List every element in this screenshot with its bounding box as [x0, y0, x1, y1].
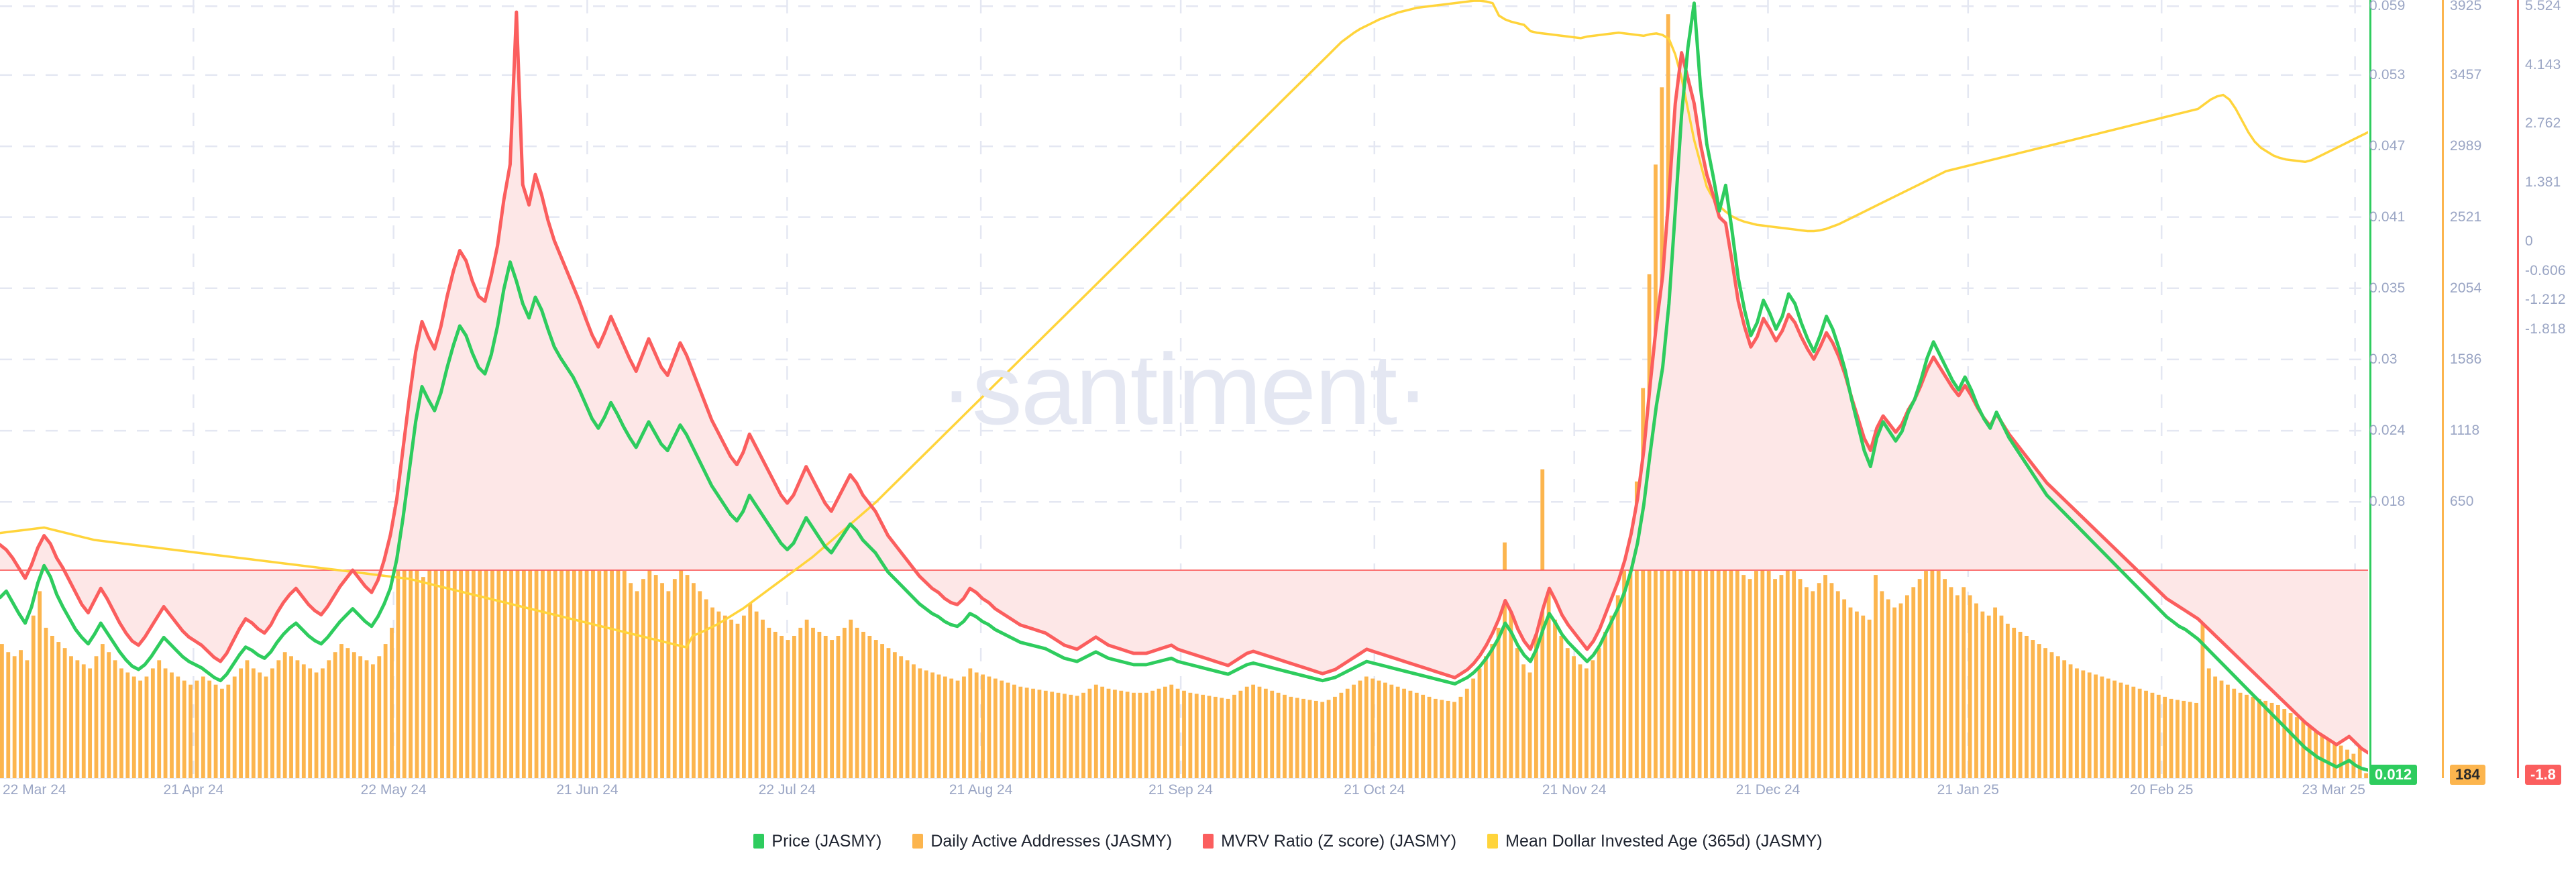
- mean-dollar-age-line: [0, 0, 2368, 649]
- legend-item[interactable]: Mean Dollar Invested Age (365d) (JASMY): [1487, 831, 1823, 851]
- price-axis-tick: 0.035: [2369, 280, 2406, 296]
- active-addresses-axis-line: [2442, 0, 2444, 778]
- price-axis-line: [2369, 0, 2371, 778]
- mvrv-area-fill: [0, 12, 2368, 753]
- active-addresses-axis-tick: 3925: [2450, 0, 2482, 14]
- x-axis-tick: 21 Jan 25: [1937, 782, 1999, 798]
- x-axis-tick: 23 Mar 25: [2302, 782, 2365, 798]
- price-axis-tick: 0.03: [2369, 351, 2398, 367]
- x-axis-tick: 21 Nov 24: [1542, 782, 1607, 798]
- price-axis[interactable]: 0.059 0.053 0.047 0.041 0.035 0.03 0.024 0.018 …: [2369, 0, 2424, 785]
- legend-item[interactable]: Price (JASMY): [753, 832, 881, 851]
- active-addresses-axis-tick: 650: [2450, 494, 2474, 510]
- active-addresses-axis-tick: 3457: [2450, 66, 2482, 83]
- legend-item-label: Mean Dollar Invested Age (365d) (JASMY): [1505, 831, 1823, 851]
- x-axis-rule: [0, 778, 2368, 779]
- mvrv-axis-line: [2517, 0, 2519, 778]
- mvrv-axis[interactable]: 5.524 4.143 2.762 1.381 0 -0.606 -1.212 -1.818 …: [2517, 0, 2576, 785]
- x-axis-tick: 21 Sep 24: [1148, 782, 1213, 798]
- x-axis-tick: 22 May 24: [360, 782, 427, 798]
- active-addresses-axis-tick: 2054: [2450, 280, 2482, 296]
- legend-item[interactable]: Daily Active Addresses (JASMY): [912, 832, 1172, 851]
- active-addresses-axis-tick: 2521: [2450, 209, 2482, 225]
- x-axis-tick: 20 Feb 25: [2129, 782, 2194, 798]
- mvrv-axis-tick: 2.762: [2525, 115, 2561, 131]
- price-axis-tick: 0.024: [2369, 423, 2406, 439]
- active-addresses-axis[interactable]: 3925 3457 2989 2521 2054 1586 1118 650 184: [2442, 0, 2500, 785]
- active-addresses-axis-tick: 1586: [2450, 351, 2482, 367]
- price-current-value-badge: 0.012: [2369, 764, 2418, 785]
- x-axis-tick: 22 Jul 24: [758, 782, 816, 798]
- price-line: [0, 1, 2368, 772]
- mvrv-axis-tick: -1.818: [2525, 321, 2566, 337]
- price-axis-tick: 0.041: [2369, 209, 2406, 225]
- price-axis-tick: 0.047: [2369, 138, 2406, 154]
- chart-plot-area[interactable]: ·santiment·: [0, 0, 2368, 778]
- legend-item-label: Price (JASMY): [771, 831, 882, 851]
- square-swatch: [753, 834, 765, 849]
- active-addresses-current-value-badge: 184: [2450, 764, 2485, 785]
- square-swatch: [1487, 834, 1499, 849]
- mvrv-axis-tick: 4.143: [2525, 56, 2561, 72]
- legend-item-label: Daily Active Addresses (JASMY): [930, 831, 1173, 851]
- x-axis-tick: 21 Jun 24: [556, 782, 619, 798]
- chart-legend: Price (JASMY) Daily Active Addresses (JAS…: [0, 826, 2576, 856]
- mvrv-axis-tick: -1.212: [2525, 292, 2566, 308]
- x-axis-tick: 22 Mar 24: [3, 782, 66, 798]
- mvrv-current-value-badge: -1.8: [2525, 764, 2561, 785]
- active-addresses-axis-tick: 1118: [2450, 423, 2480, 439]
- x-axis-tick: 21 Dec 24: [1735, 782, 1801, 798]
- x-axis-tick: 21 Aug 24: [949, 782, 1013, 798]
- legend-item[interactable]: MVRV Ratio (Z score) (JASMY): [1203, 832, 1456, 851]
- x-axis-tick: 21 Apr 24: [163, 782, 224, 798]
- mvrv-axis-tick: 0: [2525, 233, 2533, 249]
- square-swatch: [912, 834, 924, 849]
- mvrv-axis-tick: 1.381: [2525, 174, 2561, 190]
- chart-canvas: [0, 0, 2368, 778]
- square-swatch: [1203, 834, 1214, 849]
- mvrv-axis-tick: 5.524: [2525, 0, 2561, 14]
- x-axis-tick: 21 Oct 24: [1344, 782, 1405, 798]
- price-axis-tick: 0.059: [2369, 0, 2406, 14]
- active-addresses-bars: [0, 14, 2368, 778]
- price-axis-tick: 0.053: [2369, 66, 2406, 83]
- legend-item-label: MVRV Ratio (Z score) (JASMY): [1221, 831, 1457, 851]
- mvrv-axis-tick: -0.606: [2525, 262, 2566, 278]
- x-axis: 22 Mar 24 21 Apr 24 22 May 24 21 Jun 24 22 J…: [0, 778, 2368, 805]
- active-addresses-axis-tick: 2989: [2450, 138, 2482, 154]
- price-axis-tick: 0.018: [2369, 494, 2406, 510]
